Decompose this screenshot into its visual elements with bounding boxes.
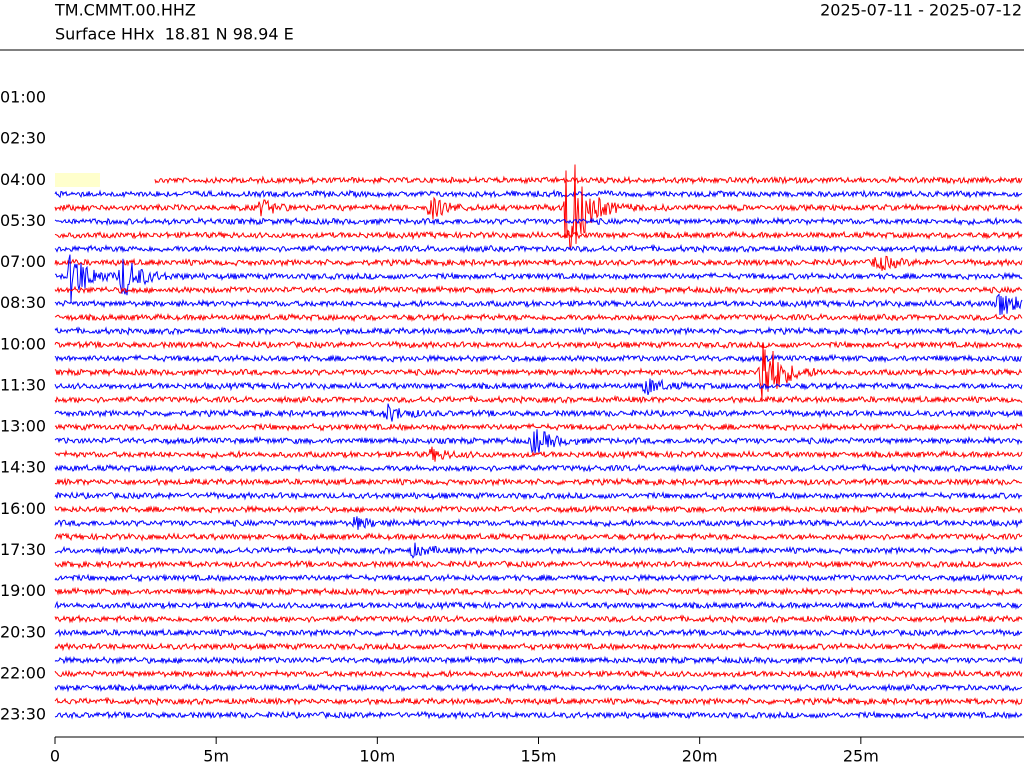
y-tick-label: 22:00: [0, 663, 46, 682]
trace: [54, 164, 1023, 250]
trace: [54, 463, 1023, 473]
trace: [54, 378, 1023, 396]
trace: [54, 293, 1023, 316]
trace: [54, 326, 1023, 336]
trace: [54, 353, 1023, 364]
y-tick-label: 04:00: [0, 170, 46, 189]
trace: [54, 312, 1023, 323]
y-tick-label: 11:30: [0, 375, 46, 394]
x-tick-label: 15m: [521, 747, 557, 766]
trace: [54, 429, 1023, 454]
station-subtitle: Surface HHx 18.81 N 98.94 E: [55, 25, 294, 44]
trace: [54, 189, 1023, 199]
trace: [54, 342, 1023, 400]
y-tick-label: 07:00: [0, 252, 46, 271]
y-tick-label: 14:30: [0, 458, 46, 477]
trace: [54, 230, 1023, 241]
trace: [54, 504, 1023, 515]
trace: [54, 255, 1023, 271]
trace: [54, 422, 1023, 432]
y-tick-label: 01:00: [0, 87, 46, 106]
y-tick-label: 19:00: [0, 581, 46, 600]
trace: [54, 531, 1023, 542]
y-tick-label: 20:30: [0, 622, 46, 641]
gap-marker: [55, 173, 100, 187]
y-tick-label: 23:30: [0, 705, 46, 724]
trace: [54, 682, 1023, 693]
trace: [54, 216, 1023, 227]
x-tick-label: 20m: [682, 747, 718, 766]
y-tick-label: 13:00: [0, 417, 46, 436]
trace: [54, 542, 1023, 559]
y-tick-label: 05:30: [0, 211, 46, 230]
trace: [54, 477, 1023, 487]
trace: [54, 641, 1023, 652]
trace: [54, 710, 1023, 720]
trace: [54, 446, 1023, 462]
x-tick-label: 5m: [203, 747, 229, 766]
x-tick-label: 0: [50, 747, 60, 766]
trace: [54, 285, 1023, 295]
trace: [54, 668, 1023, 680]
trace: [54, 586, 1023, 597]
trace: [54, 600, 1023, 611]
station-title: TM.CMMT.00.HHZ: [54, 1, 196, 20]
trace: [154, 175, 1023, 185]
y-tick-label: 10:00: [0, 334, 46, 353]
trace: [54, 491, 1023, 501]
trace: [54, 573, 1023, 583]
y-tick-label: 17:30: [0, 540, 46, 559]
date-range: 2025-07-11 - 2025-07-12: [820, 1, 1022, 20]
trace: [54, 243, 1023, 254]
trace: [54, 394, 1023, 405]
y-tick-label: 02:30: [0, 129, 46, 148]
y-tick-label: 08:30: [0, 293, 46, 312]
trace: [54, 403, 1023, 422]
x-tick-label: 10m: [359, 747, 395, 766]
x-tick-label: 25m: [843, 747, 879, 766]
trace: [54, 655, 1023, 665]
y-tick-label: 16:00: [0, 499, 46, 518]
trace: [54, 516, 1023, 530]
trace: [54, 340, 1023, 350]
trace: [54, 559, 1023, 570]
trace: [54, 696, 1023, 707]
trace: [55, 254, 1023, 302]
trace: [54, 627, 1023, 638]
trace: [54, 614, 1023, 624]
